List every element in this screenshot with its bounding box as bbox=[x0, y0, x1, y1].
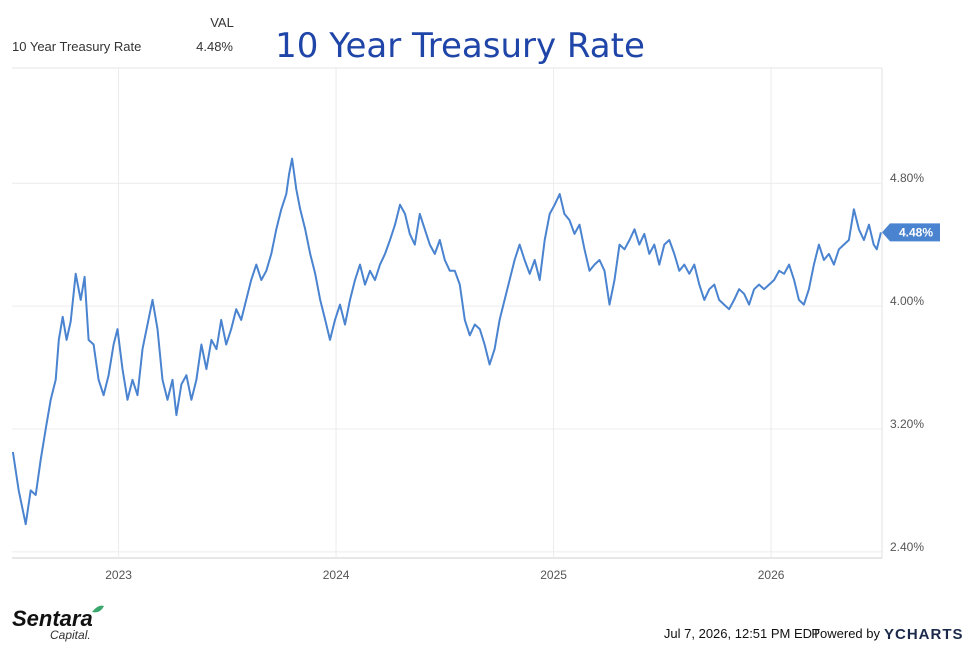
legend-header: VAL bbox=[210, 15, 234, 30]
footer-timestamp: Jul 7, 2026, 12:51 PM EDT bbox=[664, 626, 820, 641]
y-tick-label: 4.00% bbox=[890, 294, 924, 308]
legend-name: 10 Year Treasury Rate bbox=[12, 39, 141, 54]
y-tick-label: 3.20% bbox=[890, 417, 924, 431]
footer-brand: YCHARTS bbox=[884, 626, 964, 643]
x-tick-label: 2023 bbox=[105, 568, 132, 582]
x-tick-label: 2026 bbox=[758, 568, 785, 582]
x-tick-label: 2025 bbox=[540, 568, 567, 582]
x-tick-label: 2024 bbox=[323, 568, 350, 582]
logo-sub: Capital. bbox=[50, 628, 91, 642]
line-series bbox=[11, 157, 882, 526]
chart-title: 10 Year Treasury Rate bbox=[275, 26, 645, 66]
y-tick-label: 4.80% bbox=[890, 171, 924, 185]
logo-leaf bbox=[92, 605, 104, 613]
y-tick-label: 2.40% bbox=[890, 540, 924, 554]
logo: Sentara Capital. bbox=[12, 605, 104, 642]
logo-name: Sentara bbox=[12, 606, 93, 631]
legend-value: 4.48% bbox=[196, 39, 233, 54]
footer-powered: Powered by bbox=[811, 626, 880, 641]
last-value-label: 4.48% bbox=[899, 225, 933, 239]
last-value-flag bbox=[882, 223, 940, 242]
